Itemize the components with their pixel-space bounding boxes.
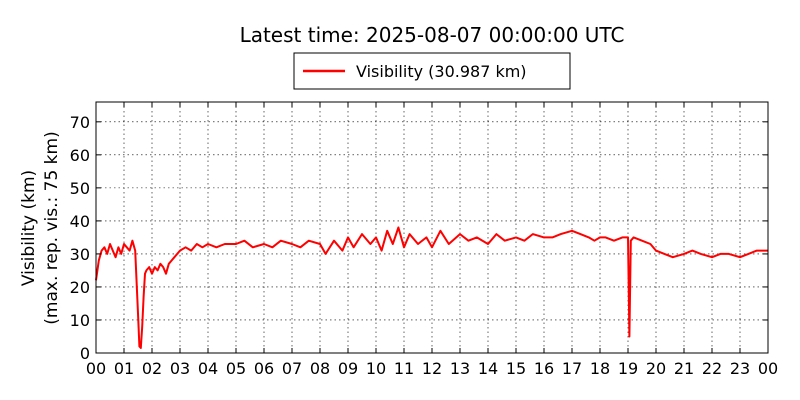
x-tick-labels: 00 01 02 03 04 05 06 07 08 09 10 11 12 13 14 15 16 17 18 19… xyxy=(86,359,778,378)
x-tick-label: 17 xyxy=(562,359,582,378)
y-tick-label: 0 xyxy=(80,344,90,363)
y-axis-label-line-2: (max. rep. vis.: 75 km) xyxy=(42,131,62,324)
y-tick-label: 60 xyxy=(70,146,90,165)
y-tick-label: 20 xyxy=(70,278,90,297)
x-tick-label: 06 xyxy=(254,359,274,378)
x-tick-label: 18 xyxy=(590,359,610,378)
x-tick-label: 11 xyxy=(394,359,414,378)
x-tick-label: 15 xyxy=(506,359,526,378)
y-axis-label: Visibility (km) (max. rep. vis.: 75 km) xyxy=(19,131,62,324)
x-tick-label: 05 xyxy=(226,359,246,378)
x-tick-label: 00 xyxy=(86,359,106,378)
y-tick-labels: 0 10 20 30 40 50 60 70 xyxy=(70,113,90,363)
x-tick-label: 07 xyxy=(282,359,302,378)
x-tick-label: 22 xyxy=(702,359,722,378)
x-tick-label: 13 xyxy=(450,359,470,378)
y-tick-label: 30 xyxy=(70,245,90,264)
x-tick-label: 12 xyxy=(422,359,442,378)
y-tick-label: 10 xyxy=(70,311,90,330)
x-tick-label: 16 xyxy=(534,359,554,378)
x-tick-label: 19 xyxy=(618,359,638,378)
legend-label: Visibility (30.987 km) xyxy=(356,62,527,81)
x-tick-label: 03 xyxy=(170,359,190,378)
x-tick-label: 02 xyxy=(142,359,162,378)
axis-ticks xyxy=(95,102,769,354)
y-tick-label: 70 xyxy=(70,113,90,132)
series-layer xyxy=(95,226,768,349)
x-tick-label: 21 xyxy=(674,359,694,378)
x-tick-label: 01 xyxy=(114,359,134,378)
x-tick-label: 00 xyxy=(758,359,778,378)
legend: Visibility (30.987 km) xyxy=(293,52,571,90)
x-tick-label: 04 xyxy=(198,359,218,378)
y-axis-label-line-1: Visibility (km) xyxy=(19,170,39,286)
x-tick-label: 20 xyxy=(646,359,666,378)
x-tick-label: 08 xyxy=(310,359,330,378)
series-line xyxy=(95,226,768,349)
y-tick-label: 40 xyxy=(70,212,90,231)
chart-title: Latest time: 2025-08-07 00:00:00 UTC xyxy=(240,23,625,47)
x-tick-label: 10 xyxy=(366,359,386,378)
x-tick-label: 14 xyxy=(478,359,498,378)
x-tick-label: 09 xyxy=(338,359,358,378)
x-tick-label: 23 xyxy=(730,359,750,378)
y-tick-label: 50 xyxy=(70,179,90,198)
plot-frame xyxy=(95,101,769,354)
grid xyxy=(96,102,768,353)
